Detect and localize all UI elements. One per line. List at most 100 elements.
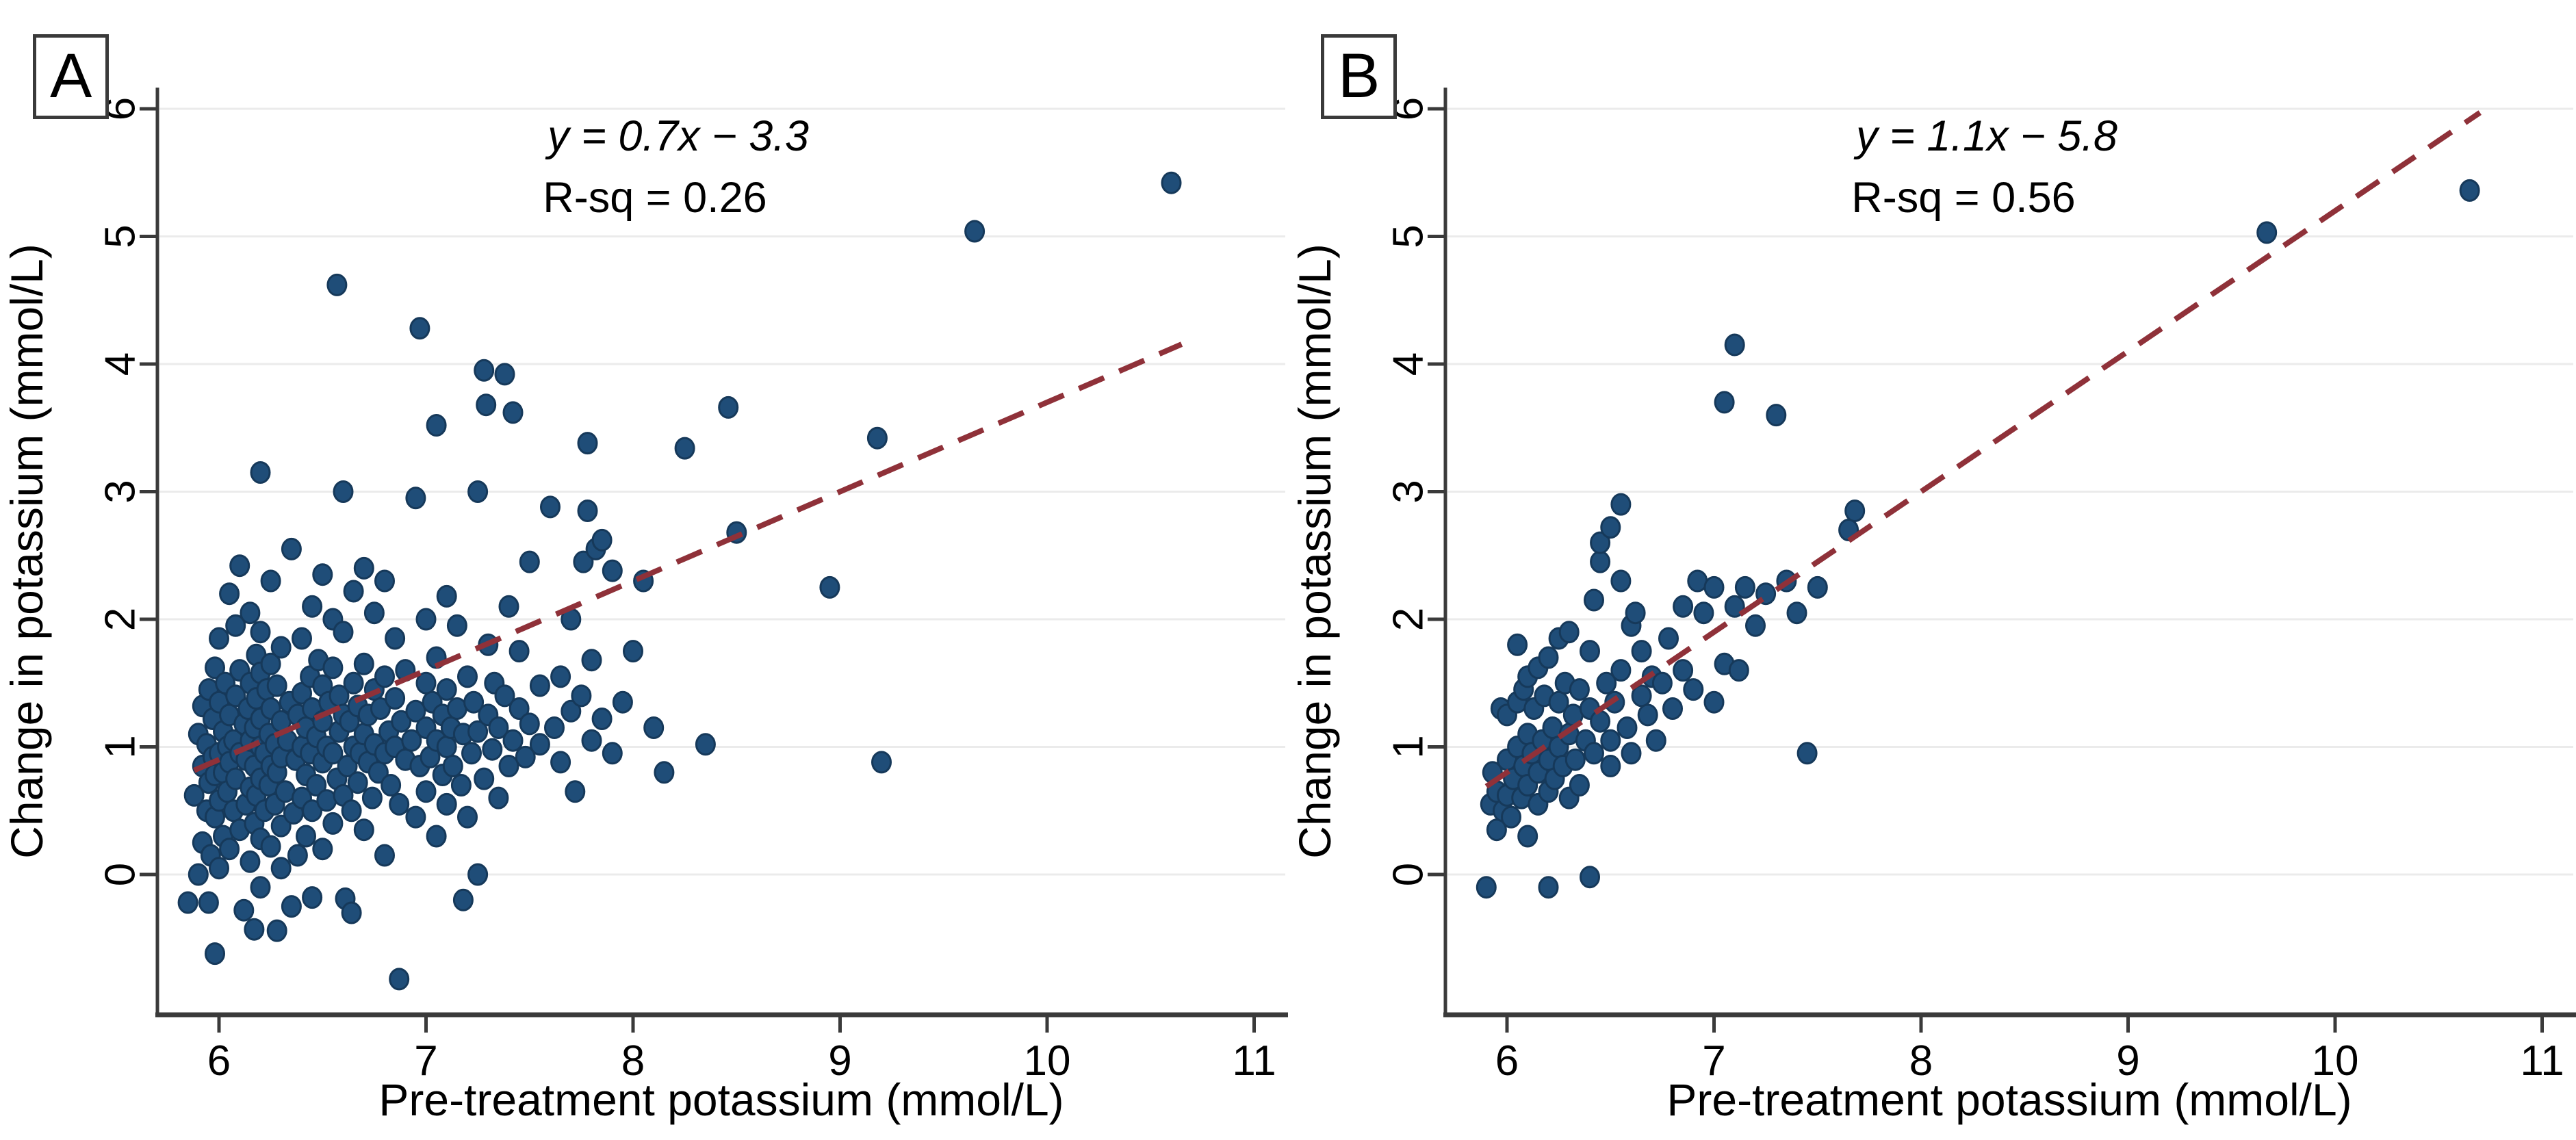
data-point xyxy=(457,665,478,688)
y-tick-label-1: 1 xyxy=(96,735,144,758)
y-tick-label-2: 2 xyxy=(1384,608,1432,631)
data-point xyxy=(1161,171,1182,194)
data-point xyxy=(515,745,536,768)
data-point xyxy=(1844,500,1866,522)
data-point xyxy=(565,780,586,803)
data-point xyxy=(219,582,240,606)
data-point xyxy=(1590,531,1611,554)
data-point xyxy=(519,712,540,736)
data-point xyxy=(353,652,374,675)
data-point xyxy=(508,640,530,663)
data-point xyxy=(188,863,209,886)
data-point xyxy=(457,805,478,829)
x-tick-label-11: 11 xyxy=(2520,1037,2564,1085)
data-point xyxy=(374,665,395,688)
data-point xyxy=(612,690,633,714)
data-point xyxy=(1724,333,1745,357)
data-point xyxy=(260,835,281,858)
data-point xyxy=(250,461,271,484)
data-point xyxy=(1658,627,1679,650)
data-point xyxy=(426,414,447,437)
data-point xyxy=(573,550,594,573)
data-point xyxy=(519,550,540,573)
data-point xyxy=(866,426,888,450)
data-point xyxy=(529,733,550,756)
data-point xyxy=(442,755,463,777)
data-point xyxy=(209,627,229,650)
y-tick-label-3: 3 xyxy=(1384,480,1432,503)
data-point xyxy=(544,716,565,739)
data-point xyxy=(361,786,383,809)
data-point xyxy=(322,812,344,835)
data-point xyxy=(374,844,395,867)
data-point xyxy=(436,584,457,608)
data-point xyxy=(240,601,261,625)
data-point xyxy=(405,805,426,829)
data-point xyxy=(577,500,598,522)
y-tick-label-4: 4 xyxy=(1384,352,1432,376)
x-axis-title: Pre-treatment potassium (mmol/L) xyxy=(378,1074,1064,1125)
data-point xyxy=(463,690,485,714)
data-point xyxy=(281,895,302,918)
data-point xyxy=(296,825,316,848)
data-point xyxy=(643,716,665,739)
data-point xyxy=(225,614,246,637)
x-tick-label-6: 6 xyxy=(207,1037,231,1085)
data-point xyxy=(1766,404,1787,427)
data-point xyxy=(302,886,323,909)
data-point xyxy=(333,480,354,503)
panel-b-r-squared: R-sq = 0.56 xyxy=(1851,174,2076,222)
data-point xyxy=(401,729,422,752)
data-point xyxy=(322,742,344,765)
data-point xyxy=(1596,671,1617,695)
data-point xyxy=(270,636,292,659)
data-point xyxy=(405,487,426,510)
data-point xyxy=(498,755,519,777)
data-point xyxy=(312,563,333,586)
data-point xyxy=(1703,690,1725,714)
data-point xyxy=(1600,755,1621,777)
data-point xyxy=(581,729,602,752)
y-tick-label-0: 0 xyxy=(96,863,144,886)
data-point xyxy=(389,968,410,991)
data-point xyxy=(1703,575,1725,599)
data-point xyxy=(467,863,489,886)
data-point xyxy=(341,901,362,924)
data-point xyxy=(250,621,271,644)
y-tick-label-5: 5 xyxy=(96,224,144,248)
data-point xyxy=(1745,614,1766,637)
data-point xyxy=(205,656,225,679)
data-point xyxy=(1569,678,1590,701)
y-tick-label-4: 4 xyxy=(96,352,144,376)
x-tick-label-8: 8 xyxy=(1909,1037,1933,1085)
data-point xyxy=(353,818,374,842)
data-point xyxy=(623,640,643,663)
data-point xyxy=(529,674,550,697)
data-point xyxy=(1569,774,1590,796)
data-point xyxy=(306,774,327,796)
data-point xyxy=(581,649,602,672)
panel-a-equation: y = 0.7x − 3.3 xyxy=(548,112,809,160)
y-tick-label-5: 5 xyxy=(1384,224,1432,248)
data-point xyxy=(602,559,623,582)
data-point xyxy=(1600,729,1621,752)
data-point xyxy=(370,697,391,720)
panel-b: 6 7 8 9 10 11 0 1 2 3 4 5 6 Pre-treatment potassium (… xyxy=(1288,0,2576,1140)
data-point xyxy=(426,825,447,848)
panel-b-label: B xyxy=(1321,34,1398,119)
data-point xyxy=(287,844,308,867)
data-point xyxy=(1662,697,1683,720)
data-point xyxy=(591,708,613,730)
y-tick-label-3: 3 xyxy=(96,480,144,503)
x-tick-label-10: 10 xyxy=(1024,1037,1071,1085)
y-axis-title: Change in potassium (mmol/L) xyxy=(1,244,52,859)
data-point xyxy=(1673,659,1694,682)
data-point xyxy=(1558,621,1580,644)
x-tick-label-7: 7 xyxy=(414,1037,437,1085)
data-point xyxy=(1786,601,1807,625)
data-point xyxy=(341,799,362,822)
data-point xyxy=(2256,221,2278,244)
data-point xyxy=(1714,391,1735,414)
